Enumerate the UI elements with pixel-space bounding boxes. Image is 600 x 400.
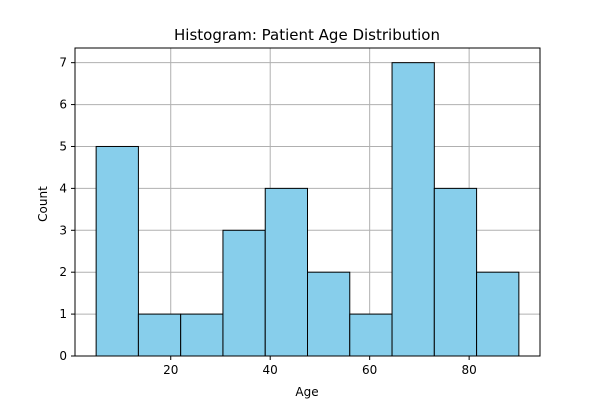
chart-title: Histogram: Patient Age Distribution	[174, 26, 440, 44]
y-tick-label: 3	[59, 223, 67, 237]
axis-ticks: 20 40 60 80 0 1 2 3 4 5 6 7	[59, 56, 476, 377]
y-tick-label: 2	[59, 265, 67, 279]
x-tick-label: 40	[263, 363, 278, 377]
histogram-bar	[264, 187, 308, 357]
histogram-bar	[307, 271, 351, 357]
plot-frame	[74, 47, 541, 357]
histogram-bar	[391, 62, 435, 357]
y-tick-label: 6	[59, 98, 67, 112]
y-axis-label: Count	[36, 186, 50, 222]
x-tick-label: 80	[461, 363, 476, 377]
y-tick-label: 0	[59, 349, 67, 363]
histogram-bar	[222, 229, 266, 357]
x-tick-label: 60	[362, 363, 377, 377]
y-tick-label: 5	[59, 139, 67, 153]
histogram-bar	[137, 313, 182, 357]
histogram-bars	[95, 62, 520, 357]
histogram-bar	[476, 271, 520, 357]
histogram-bar	[95, 145, 139, 357]
x-tick-label: 20	[163, 363, 178, 377]
y-tick-label: 1	[59, 307, 67, 321]
histogram-bar	[433, 187, 478, 357]
x-axis-label: Age	[295, 385, 318, 399]
y-tick-label: 7	[59, 56, 67, 70]
histogram-bar	[180, 313, 224, 357]
histogram-bar	[349, 313, 393, 357]
y-tick-label: 4	[59, 181, 67, 195]
